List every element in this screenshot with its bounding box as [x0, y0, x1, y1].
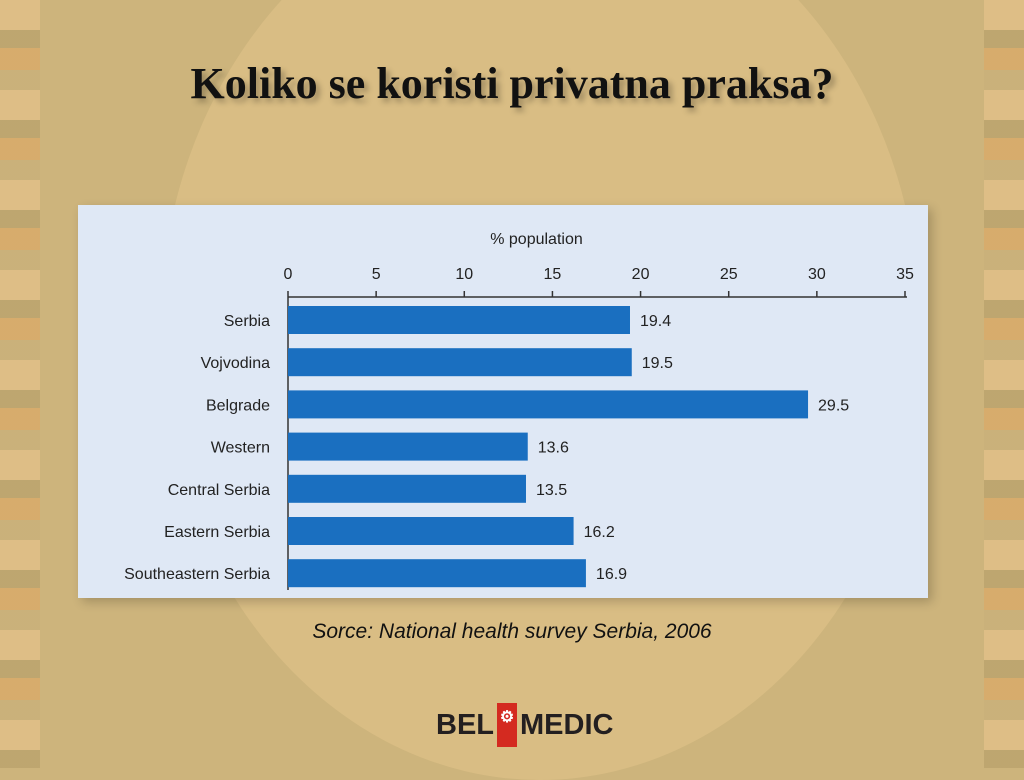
caduceus-icon: ⚙ [497, 703, 517, 747]
category-label: Vojvodina [201, 355, 270, 372]
right-ornament-border [984, 0, 1024, 768]
tick-label: 25 [720, 266, 738, 283]
data-label: 16.9 [596, 566, 627, 583]
data-label: 29.5 [818, 397, 849, 414]
tick-label: 5 [372, 266, 381, 283]
tick-label: 0 [284, 266, 293, 283]
tick-label: 10 [455, 266, 473, 283]
data-label: 13.6 [538, 440, 569, 457]
category-label: Belgrade [206, 397, 270, 414]
chart-panel: % population 0 5 10 15 20 25 30 35 Serbia 19.4 Vojv… [78, 205, 928, 598]
belmedic-logo: BEL ⚙ MEDIC [436, 700, 613, 750]
bar-vojvodina [288, 348, 632, 377]
tick-label: 15 [544, 266, 562, 283]
category-label: Central Serbia [168, 482, 270, 499]
data-label: 13.5 [536, 482, 567, 499]
source-caption: Sorce: National health survey Serbia, 20… [312, 620, 712, 643]
data-label: 16.2 [584, 524, 615, 541]
bar-western [288, 432, 528, 461]
category-label: Western [211, 440, 270, 457]
tick-label: 20 [632, 266, 650, 283]
bar-southeastern-serbia [288, 559, 586, 588]
category-label: Serbia [224, 313, 270, 330]
bar-eastern-serbia [288, 517, 574, 545]
axis-title: % population [490, 231, 583, 248]
bar-serbia [288, 306, 630, 334]
left-ornament-border [0, 0, 40, 768]
category-label: Eastern Serbia [164, 524, 270, 541]
category-label: Southeastern Serbia [124, 566, 270, 583]
data-label: 19.5 [642, 355, 673, 372]
bar-chart: % population 0 5 10 15 20 25 30 35 Serbia 19.4 Vojv… [124, 231, 914, 590]
tick-label: 35 [896, 266, 914, 283]
bar-belgrade [288, 390, 809, 419]
data-label: 19.4 [640, 313, 671, 330]
bar-central-serbia [288, 474, 526, 503]
slide-title: Koliko se koristi privatna praksa? [190, 59, 834, 108]
tick-label: 30 [808, 266, 826, 283]
